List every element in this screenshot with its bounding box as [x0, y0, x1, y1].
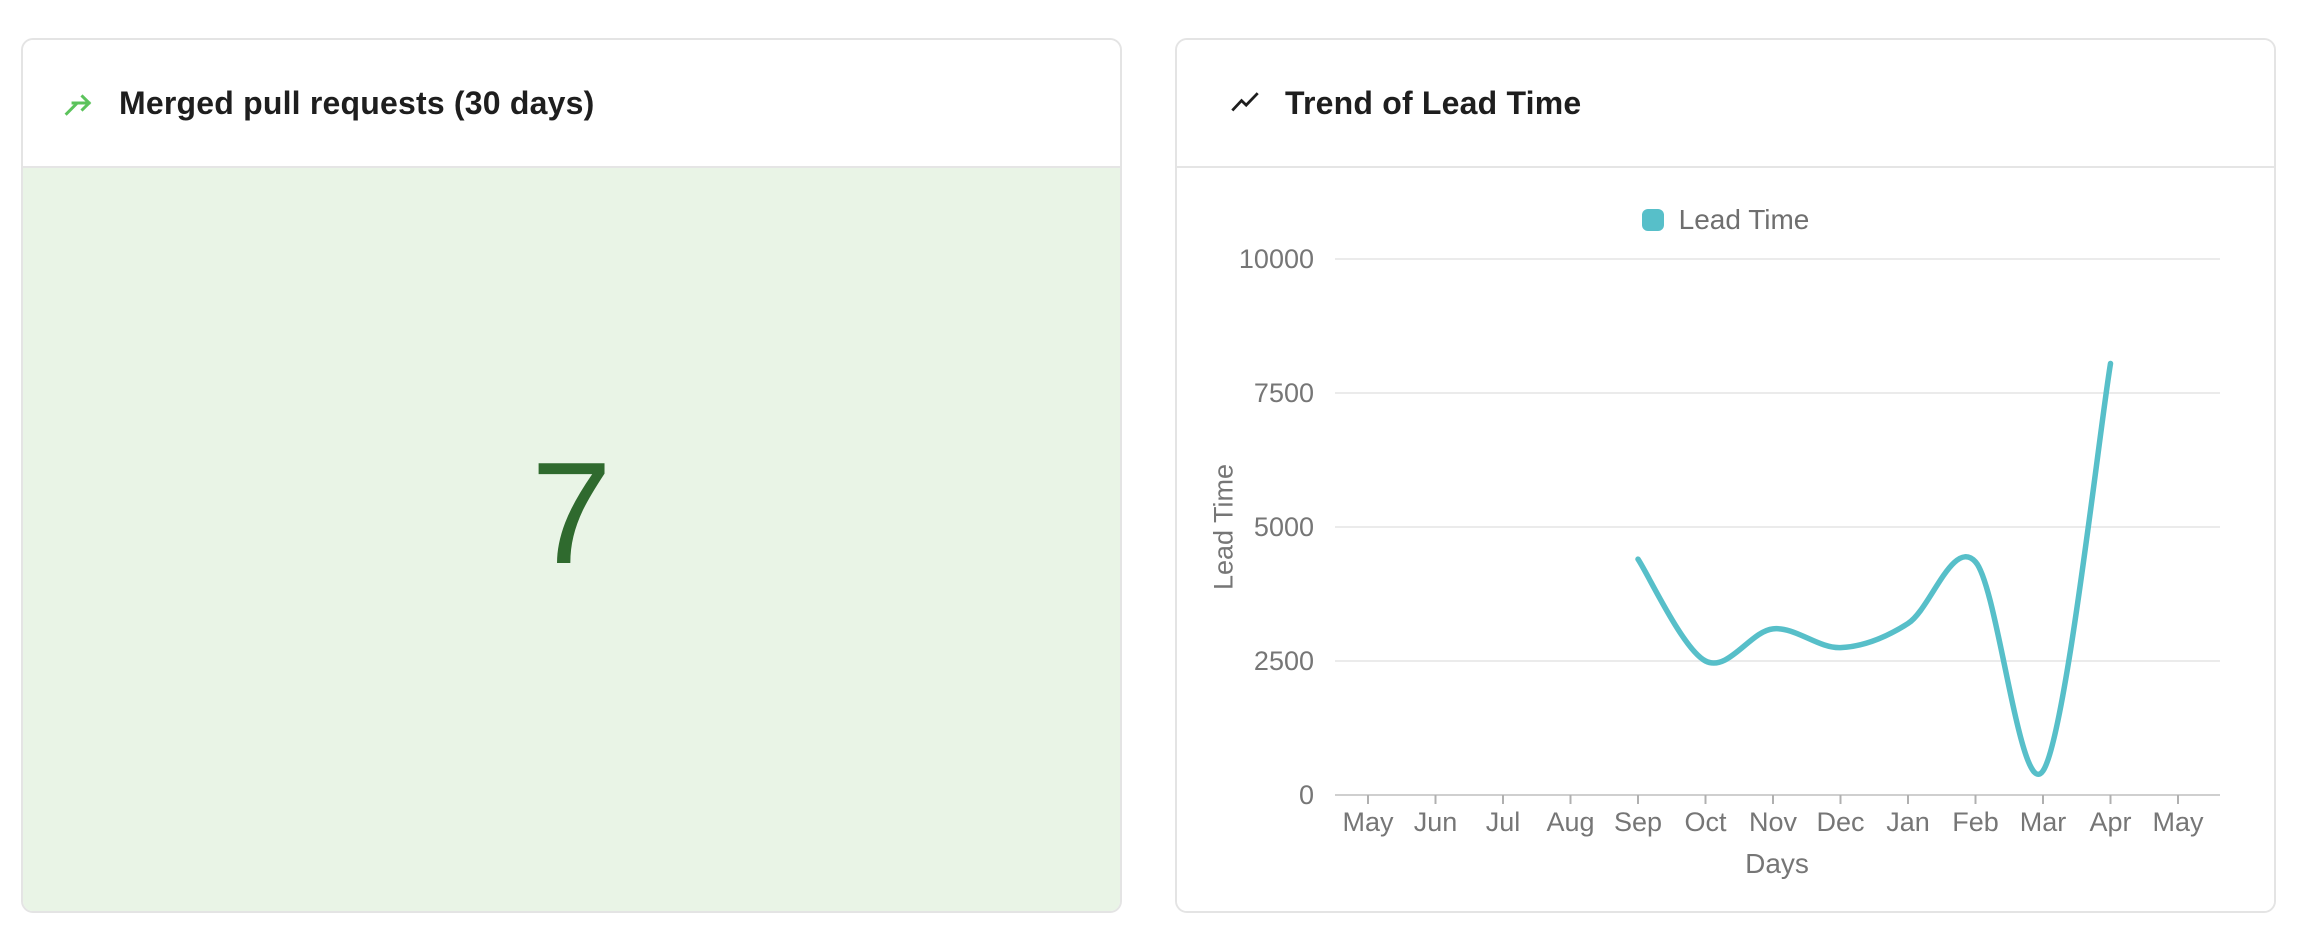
svg-text:10000: 10000 [1239, 244, 1314, 274]
lead-time-card-body: Lead Time Lead Time 0 2500 5000 7500 10000 Ma… [1177, 168, 2276, 913]
merged-pr-card-header: Merged pull requests (30 days) [23, 40, 1120, 168]
svg-text:Jan: Jan [1886, 807, 1930, 837]
svg-text:Jul: Jul [1486, 807, 1521, 837]
svg-text:Sep: Sep [1614, 807, 1662, 837]
svg-text:Mar: Mar [2020, 807, 2067, 837]
legend-swatch-lead-time[interactable] [1641, 209, 1664, 231]
svg-text:Jun: Jun [1414, 807, 1458, 837]
lead-time-chart[interactable]: 0 2500 5000 7500 10000 May Jun Jul Aug Sep Oct Nov D… [1177, 168, 2276, 913]
svg-text:5000: 5000 [1254, 512, 1314, 542]
lead-time-card-title: Trend of Lead Time [1285, 84, 1582, 121]
svg-text:2500: 2500 [1254, 646, 1314, 676]
git-merge-icon [64, 94, 92, 116]
svg-text:Dec: Dec [1816, 807, 1864, 837]
svg-text:0: 0 [1299, 780, 1314, 810]
svg-text:Aug: Aug [1546, 807, 1594, 837]
merged-pr-card: Merged pull requests (30 days) 7 [21, 38, 1122, 913]
legend-label-lead-time[interactable]: Lead Time [1678, 204, 1810, 235]
merged-pr-card-body: 7 [23, 168, 1120, 911]
svg-text:May: May [1342, 807, 1394, 837]
lead-time-card: Trend of Lead Time Lead Time Lead Time 0… [1175, 38, 2276, 913]
svg-text:Feb: Feb [1952, 807, 1999, 837]
trend-up-icon [1231, 92, 1259, 112]
svg-text:Nov: Nov [1749, 807, 1798, 837]
svg-text:May: May [2152, 807, 2204, 837]
merged-pr-card-title: Merged pull requests (30 days) [119, 84, 595, 121]
svg-text:7500: 7500 [1254, 378, 1314, 408]
lead-time-card-header: Trend of Lead Time [1177, 40, 2274, 168]
svg-text:Apr: Apr [2089, 807, 2131, 837]
svg-text:Oct: Oct [1684, 807, 1727, 837]
x-axis-title: Days [1745, 848, 1809, 879]
legend: Lead Time [1177, 204, 2274, 236]
merged-pr-count: 7 [531, 432, 612, 594]
